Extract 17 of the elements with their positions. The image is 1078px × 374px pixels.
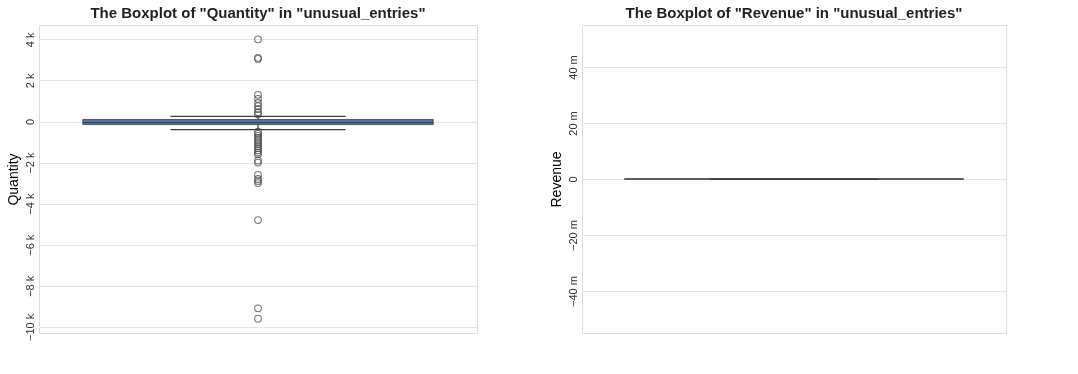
y-tick-label: −8 k bbox=[23, 275, 36, 297]
y-tick-label: −6 k bbox=[23, 234, 36, 256]
y-tick-label: −10 k bbox=[23, 313, 36, 341]
y-tick-label: −20 m bbox=[566, 220, 579, 251]
y-tick-label: 0 bbox=[566, 176, 579, 183]
y-tick-label: 4 k bbox=[23, 32, 36, 48]
y-axis-title: Revenue bbox=[547, 151, 564, 208]
y-tick-label: 2 k bbox=[23, 73, 36, 89]
y-tick-label: 0 bbox=[23, 118, 36, 126]
chart-title: The Boxplot of "Revenue" in "unusual_entries" bbox=[625, 4, 963, 21]
y-tick-label: 40 m bbox=[566, 55, 579, 80]
y-tick-label: −4 k bbox=[23, 193, 36, 215]
chart-title: The Boxplot of "Quantity" in "unusual_entries" bbox=[90, 4, 426, 21]
y-tick-label: 20 m bbox=[566, 111, 579, 136]
y-tick-label: −2 k bbox=[23, 152, 36, 174]
y-axis-title: Quantity bbox=[4, 153, 21, 206]
y-tick-label: −40 m bbox=[566, 276, 579, 307]
